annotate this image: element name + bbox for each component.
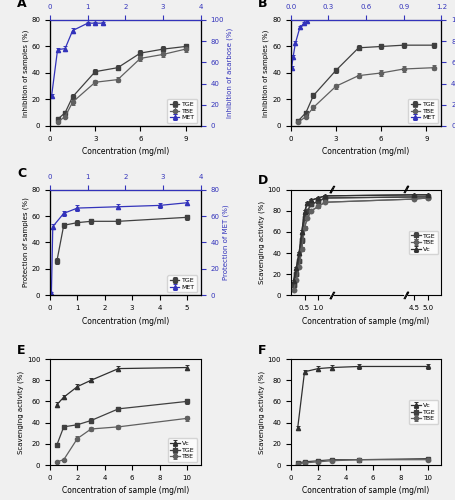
X-axis label: Concentration (mg/ml): Concentration (mg/ml) — [323, 147, 410, 156]
X-axis label: Concentration (mg/ml): Concentration (mg/ml) — [82, 147, 169, 156]
Legend: TGE, TBE, MET: TGE, TBE, MET — [167, 99, 197, 123]
Y-axis label: Scavenging activity (%): Scavenging activity (%) — [258, 201, 265, 284]
Text: E: E — [17, 344, 25, 357]
Legend: TGE, TBE, Vc: TGE, TBE, Vc — [409, 230, 438, 254]
Bar — [332, 183, 406, 302]
X-axis label: Concentration of sample (mg/ml): Concentration of sample (mg/ml) — [303, 486, 430, 496]
Text: B: B — [258, 0, 267, 10]
Text: F: F — [258, 344, 266, 357]
Legend: TGE, MET: TGE, MET — [167, 276, 197, 292]
Legend: Vc, TGE, TBE: Vc, TGE, TBE — [409, 400, 438, 424]
Text: D: D — [258, 174, 268, 187]
Legend: TGE, TBE, MET: TGE, TBE, MET — [408, 99, 438, 123]
X-axis label: Concentration of sample (mg/ml): Concentration of sample (mg/ml) — [303, 317, 430, 326]
Y-axis label: Inhibition of acarbose (%): Inhibition of acarbose (%) — [227, 28, 233, 118]
Y-axis label: Scavenging activity (%): Scavenging activity (%) — [18, 370, 24, 454]
Y-axis label: Scavenging activity (%): Scavenging activity (%) — [258, 370, 265, 454]
Text: C: C — [17, 167, 26, 180]
Y-axis label: Protection of samples (%): Protection of samples (%) — [22, 198, 29, 288]
X-axis label: Concentration of sample (mg/ml): Concentration of sample (mg/ml) — [62, 486, 189, 496]
Legend: Vc, TGE, TBE: Vc, TGE, TBE — [168, 438, 197, 462]
Text: A: A — [17, 0, 26, 10]
Y-axis label: Inhibition of samples (%): Inhibition of samples (%) — [22, 30, 29, 117]
Y-axis label: Protection of MET (%): Protection of MET (%) — [222, 204, 228, 281]
Y-axis label: Inhibition of samples (%): Inhibition of samples (%) — [263, 30, 269, 117]
X-axis label: Concentration (mg/ml): Concentration (mg/ml) — [82, 317, 169, 326]
